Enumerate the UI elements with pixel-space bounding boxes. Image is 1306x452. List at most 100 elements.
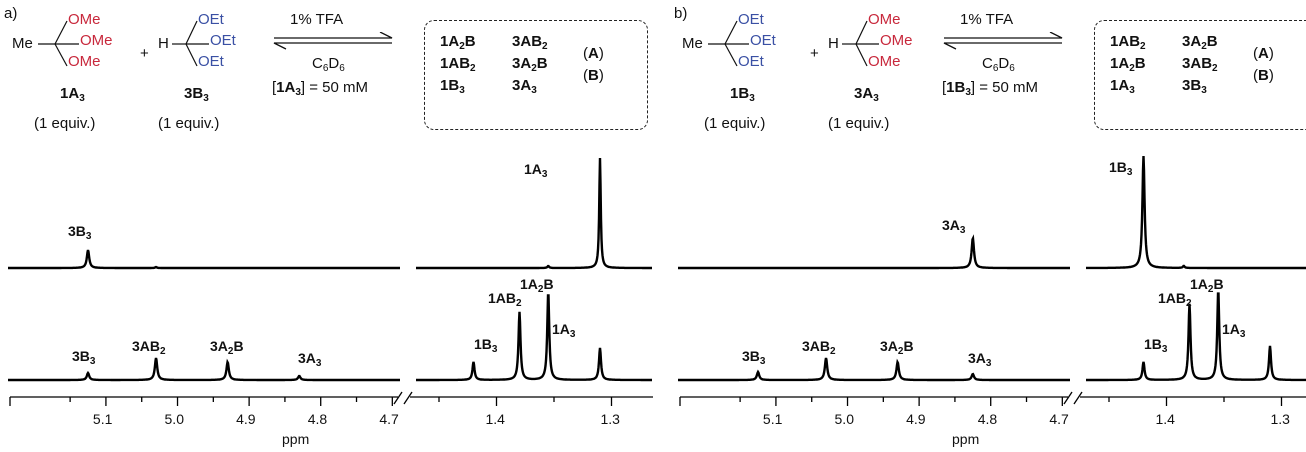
concentration-label: [1A3] = 50 mM — [272, 79, 369, 99]
peak-label: 1B3 — [1109, 159, 1133, 179]
peak-label: 1AB2 — [1158, 290, 1192, 310]
product-box — [1094, 20, 1306, 130]
axis-line — [393, 391, 403, 405]
solvent-label: C6D6 — [312, 55, 345, 75]
methyl-label: Me — [682, 35, 703, 52]
solvent-label: C6D6 — [982, 55, 1015, 75]
spectrum-top-left — [8, 249, 400, 270]
peak-label: 3A3 — [968, 350, 992, 370]
product-box — [424, 20, 648, 130]
spectrum-top-left — [678, 234, 1070, 270]
peak-label: 3A3 — [942, 217, 966, 237]
product-label: 1A3 — [1110, 77, 1135, 97]
reactant1-group: OEt — [750, 32, 776, 49]
product-label: 3B3 — [1182, 77, 1207, 97]
nmr-spectra — [678, 155, 1306, 406]
x-tick-label: 4.9 — [236, 411, 256, 427]
spectrum-top-right — [1086, 155, 1306, 270]
panel-a: a) Me OMe OMe OMe 1A3 (1 equiv.) + H OEt OEt OEt 3B3… — [4, 5, 653, 447]
axis-line — [1073, 391, 1083, 405]
peak-label: 3B3 — [72, 348, 96, 368]
peak-label: 3A3 — [298, 350, 322, 370]
x-tick-label: 5.1 — [762, 411, 783, 427]
catalyst-label: 1% TFA — [290, 11, 344, 28]
product-label: 3AB2 — [512, 33, 548, 53]
x-tick-label: 5.0 — [834, 411, 854, 427]
reactant1-group: OMe — [80, 32, 113, 49]
product-label: 1B3 — [440, 77, 465, 97]
reactant1-group: OEt — [738, 11, 764, 28]
equilibrium-arrow — [943, 32, 1063, 50]
x-tick-label: 4.7 — [1049, 411, 1069, 427]
methyl-label: Me — [12, 35, 33, 52]
peak-label: 1AB2 — [488, 290, 522, 310]
reactant2-group: OEt — [210, 32, 236, 49]
reactant1-name: 1B3 — [730, 85, 755, 105]
reactant1-equiv: (1 equiv.) — [34, 115, 96, 132]
concentration-label: [1B3] = 50 mM — [942, 79, 1039, 99]
x-tick-label: 4.7 — [379, 411, 399, 427]
reactant2-group: OEt — [198, 53, 224, 70]
spectrum-bottom-left — [678, 357, 1070, 382]
peak-label: 3B3 — [68, 223, 92, 243]
reactant1-group: OMe — [68, 53, 101, 70]
product-label: 1AB2 — [1110, 33, 1146, 53]
reactant-bonds — [708, 20, 879, 67]
peak-label: 3AB2 — [802, 338, 836, 358]
x-tick-label: 4.8 — [977, 411, 998, 427]
peak-label: 1B3 — [474, 336, 498, 356]
reactant2-name: 3A3 — [854, 85, 879, 105]
peak-label: 3AB2 — [132, 338, 166, 358]
reactant2-group: OMe — [868, 53, 901, 70]
panel-label: b) — [674, 5, 688, 22]
axis-line — [1063, 391, 1073, 405]
x-tick-label: 1.4 — [485, 411, 505, 427]
product-label: 1AB2 — [440, 55, 476, 75]
x-tick-label: 5.1 — [92, 411, 113, 427]
reactant2-equiv: (1 equiv.) — [158, 115, 220, 132]
x-tick-label: 4.8 — [307, 411, 328, 427]
spectrum-bottom-right — [416, 294, 652, 382]
reactant1-group: OMe — [68, 11, 101, 28]
x-axis-unit: ppm — [282, 431, 310, 447]
peak-label: 3B3 — [742, 348, 766, 368]
box-series-label: (A) — [583, 45, 604, 62]
plus-sign: + — [140, 45, 149, 62]
spectrum-bottom-left — [8, 357, 400, 382]
peak-label: 1B3 — [1144, 336, 1168, 356]
product-label: 1A2B — [1110, 55, 1146, 75]
peak-label: 1A2B — [520, 276, 554, 296]
hydrogen-label: H — [828, 35, 839, 52]
x-tick-label: 1.3 — [600, 411, 620, 427]
product-label: 3AB2 — [1182, 55, 1218, 75]
reactant2-name: 3B3 — [184, 85, 209, 105]
catalyst-label: 1% TFA — [960, 11, 1014, 28]
x-axis-unit: ppm — [952, 431, 980, 447]
nmr-spectra — [8, 157, 653, 406]
peak-label: 1A3 — [1222, 321, 1246, 341]
product-label: 3A2B — [1182, 33, 1218, 53]
x-tick-label: 5.0 — [164, 411, 184, 427]
box-series-label: (B) — [583, 67, 604, 84]
peak-label: 1A2B — [1190, 276, 1224, 296]
equilibrium-arrow — [273, 32, 393, 50]
reactant2-group: OEt — [198, 11, 224, 28]
reactant1-name: 1A3 — [60, 85, 85, 105]
product-label: 3A3 — [512, 77, 537, 97]
hydrogen-label: H — [158, 35, 169, 52]
x-tick-label: 1.3 — [1270, 411, 1290, 427]
reactant1-equiv: (1 equiv.) — [704, 115, 766, 132]
box-series-label: (B) — [1253, 67, 1274, 84]
axis-line — [403, 391, 413, 405]
panel-b: b) Me OEt OEt OEt 1B3 (1 equiv.) + H OMe OMe OMe 3A3… — [670, 0, 1306, 452]
peak-label: 3A2B — [880, 338, 914, 358]
spectrum-bottom-right — [1086, 292, 1306, 382]
x-tick-label: 4.9 — [906, 411, 926, 427]
reactant2-group: OMe — [868, 11, 901, 28]
reactant1-group: OEt — [738, 53, 764, 70]
product-label: 3A2B — [512, 55, 548, 75]
box-series-label: (A) — [1253, 45, 1274, 62]
peak-label: 1A3 — [552, 321, 576, 341]
panel-label: a) — [4, 5, 18, 22]
plus-sign: + — [810, 45, 819, 62]
